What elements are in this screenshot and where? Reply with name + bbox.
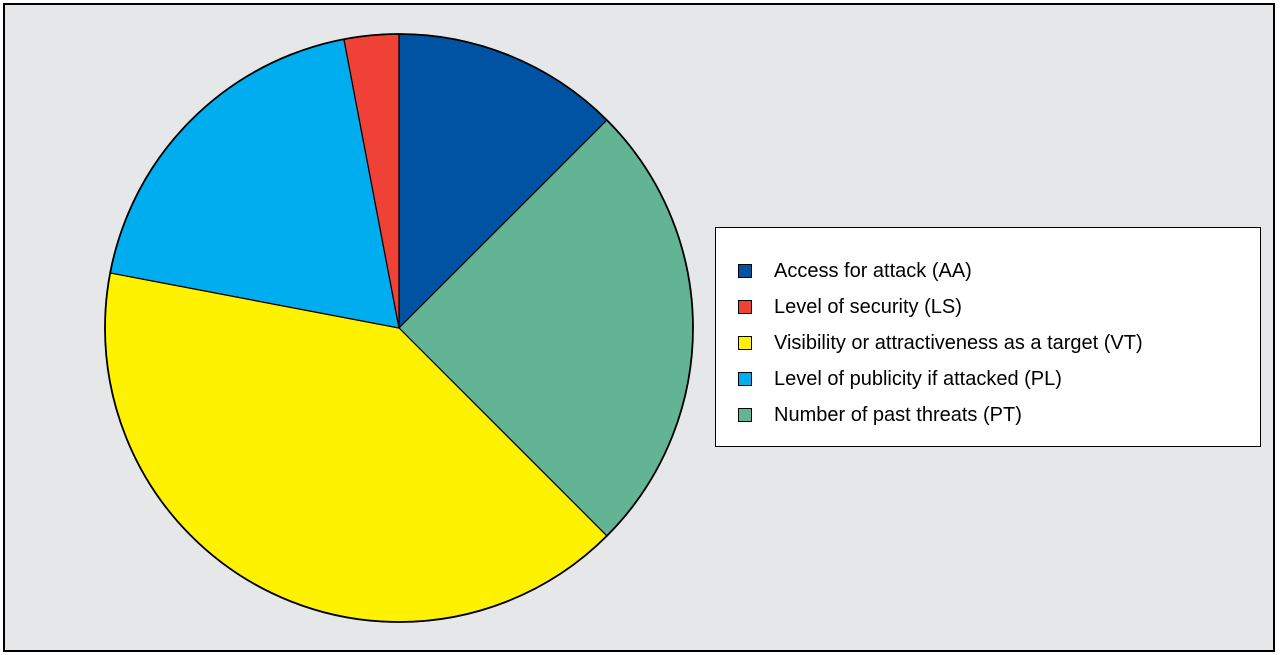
legend-swatch-aa <box>738 264 752 278</box>
legend-label-vt: Visibility or attractiveness as a target… <box>774 331 1143 354</box>
pie-outline <box>104 33 694 623</box>
chart-frame: Access for attack (AA) Level of security… <box>3 3 1275 652</box>
legend-label-pt: Number of past threats (PT) <box>774 403 1022 426</box>
legend-item-ls: Level of security (LS) <box>738 289 1260 325</box>
legend-item-pl: Level of publicity if attacked (PL) <box>738 361 1260 397</box>
legend-label-aa: Access for attack (AA) <box>774 259 972 282</box>
legend-swatch-pl <box>738 372 752 386</box>
legend-item-vt: Visibility or attractiveness as a target… <box>738 325 1260 361</box>
legend-item-pt: Number of past threats (PT) <box>738 397 1260 433</box>
legend-label-pl: Level of publicity if attacked (PL) <box>774 367 1062 390</box>
legend-item-aa: Access for attack (AA) <box>738 253 1260 289</box>
legend-swatch-vt <box>738 336 752 350</box>
legend: Access for attack (AA) Level of security… <box>715 227 1261 447</box>
legend-swatch-ls <box>738 300 752 314</box>
legend-swatch-pt <box>738 408 752 422</box>
legend-label-ls: Level of security (LS) <box>774 295 962 318</box>
pie-chart <box>104 33 694 623</box>
